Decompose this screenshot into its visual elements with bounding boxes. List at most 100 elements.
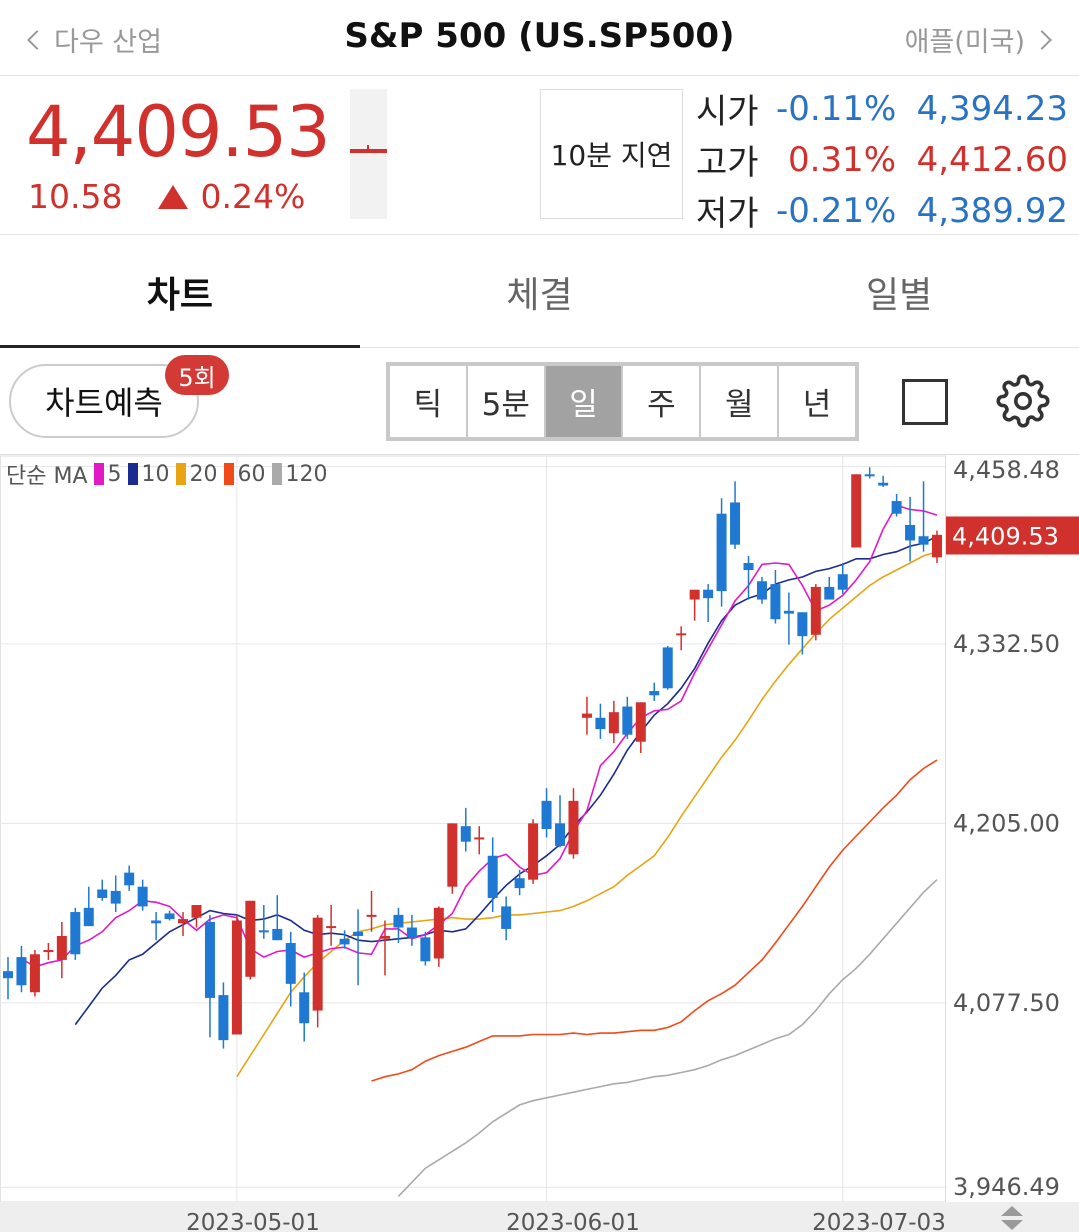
current-price: 4,409.53 [26,91,331,173]
tab-trades[interactable]: 체결 [506,274,573,316]
candle-body [555,823,566,846]
settings-button[interactable] [996,374,1050,428]
candle-body [339,938,350,945]
y-tick-label: 4,205.00 [953,809,1060,837]
y-tick-label: 4,458.48 [953,456,1060,484]
open-rate: -0.11% [776,88,897,129]
up-triangle-icon [158,184,189,209]
candle-body [676,633,687,636]
tab-daily[interactable]: 일별 [866,274,933,316]
ohl-row-low: 저가 -0.21% 4,389.92 [696,185,1068,236]
intraday-marker [350,149,387,153]
period-week[interactable]: 주 [623,366,700,437]
candle-body [178,919,189,924]
candle-body [124,872,135,886]
candle-body [837,574,848,590]
open-label: 시가 [696,92,759,132]
candle-body [824,586,835,600]
candle-body [43,950,54,953]
prev-stock-link[interactable]: 다우 산업 [24,20,162,59]
candle-body [393,914,404,928]
candle-body [797,612,808,637]
candle-body [568,800,579,855]
candle-body [406,927,417,938]
tab-chart[interactable]: 차트 [0,236,360,348]
chart-resize-handle-icon[interactable] [998,1204,1026,1232]
candle-body [83,907,94,927]
period-year[interactable]: 년 [779,366,855,437]
candle-body [501,906,512,929]
candle-body [649,691,660,696]
change-pct-group: 0.24% [158,177,305,216]
candle-body [164,913,175,920]
candle-body [353,931,364,936]
y-tick-label: 3,946.49 [953,1173,1060,1201]
ma5-line [21,504,938,968]
legend-swatch-ma5 [93,463,104,485]
price-chart[interactable]: 4,458.48 4,332.50 4,205.00 4,077.50 3,946.49… [0,454,1079,1232]
period-month[interactable]: 월 [701,366,778,437]
candle-body [97,889,108,898]
legend-label-ma120: 120 [285,461,328,487]
candle-body [299,992,310,1024]
candle-body [851,474,862,548]
last-price-label: 4,409.53 [952,522,1059,550]
candle-body [864,474,875,477]
candle-body [218,995,229,1041]
high-value: 4,412.60 [916,139,1068,180]
candle-body [191,905,202,918]
candle-body [487,855,498,898]
period-5min[interactable]: 5분 [467,366,544,437]
candle-body [204,921,215,998]
last-price-tag [946,516,1079,555]
legend-label-ma20: 20 [189,461,218,487]
gear-icon [996,374,1050,428]
quote-panel: 4,409.53 10.58 0.24% 10분 지연 시가 -0.11% 4,… [0,77,1079,235]
candle-body [29,954,40,993]
candle-body [689,589,700,600]
fullscreen-icon[interactable] [902,379,948,425]
period-tick[interactable]: 틱 [390,366,466,437]
legend-prefix: 단순 MA [6,464,88,489]
y-tick-label: 4,332.50 [953,630,1060,658]
candle-body [137,886,148,907]
candle-body [151,920,162,924]
ma60-line [371,759,938,1082]
candle-body [460,826,471,842]
change-value: 10.58 [28,177,123,216]
change-row: 10.58 0.24% [28,177,305,216]
candle-body [447,823,458,887]
candle-body [622,706,633,735]
period-day[interactable]: 일 [545,366,622,437]
candle-body [635,702,646,742]
ma10-line [74,535,938,1026]
ohl-table: 시가 -0.11% 4,394.23 고가 0.31% 4,412.60 저가 … [696,83,1068,236]
candle-body [272,928,283,941]
ma120-line [397,879,938,1197]
legend-label-ma10: 10 [141,461,170,487]
candle-body [326,926,337,929]
ohl-row-open: 시가 -0.11% 4,394.23 [696,83,1068,134]
candle-body [581,713,592,718]
legend-swatch-ma10 [127,463,138,485]
candle-body [312,917,323,1011]
candle-body [16,957,27,986]
candle-body [770,584,781,620]
candle-body [743,562,754,571]
candle-body [891,501,902,514]
legend-swatch-ma120 [271,463,282,485]
ma-legend: 단순 MA 5 10 20 60 120 [6,458,330,490]
next-stock-link[interactable]: 애플(미국) [905,20,1055,59]
candle-body [878,482,889,486]
legend-label-ma60: 60 [237,461,266,487]
candle-body [258,930,269,933]
y-tick-label: 4,077.50 [953,989,1060,1017]
legend-label-ma5: 5 [107,461,122,487]
candle-body [3,971,13,979]
predict-count-badge: 5회 [165,355,229,395]
candle-body [932,534,942,558]
candle-body [528,823,539,880]
candle-body [433,907,444,959]
candle-body [366,914,377,917]
candle-body [810,586,821,635]
